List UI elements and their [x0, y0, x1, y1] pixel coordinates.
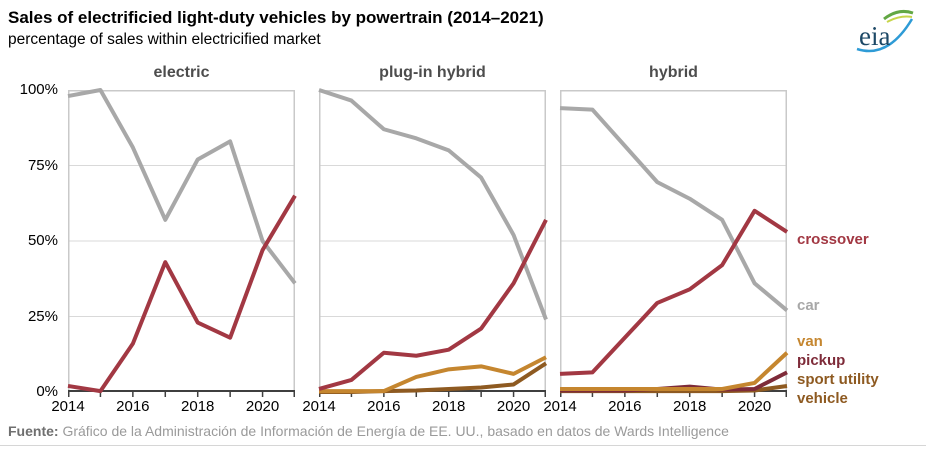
x-tick-label: 2020	[496, 398, 531, 415]
x-tick-label: 2016	[116, 398, 150, 415]
legend-label-pickup: pickup	[797, 352, 846, 369]
y-tick-label: 75%	[27, 156, 58, 174]
panel-hybrid: hybrid 2014 2016 2018 2020	[543, 64, 789, 415]
legend-label-van: van	[797, 333, 823, 350]
panel-title-electric: electric	[153, 64, 210, 81]
x-tick-label: 2014	[302, 398, 336, 415]
x-tick-label: 2014	[543, 398, 577, 415]
x-tick-label: 2016	[367, 398, 401, 415]
x-tick-label: 2014	[51, 398, 85, 415]
legend-label-crossover: crossover	[797, 231, 869, 248]
line-crossover	[318, 218, 548, 391]
panel-title-plug-in-hybrid: plug-in hybrid	[379, 64, 486, 81]
line-crossover	[559, 208, 789, 376]
line-crossover	[67, 194, 297, 394]
y-tick-label: 0%	[36, 383, 58, 400]
x-tick-label: 2016	[608, 398, 642, 415]
line-car	[559, 106, 789, 312]
line-car	[318, 88, 548, 321]
source-text: Gráfico de la Administración de Informac…	[58, 423, 729, 439]
chart-subtitle: percentage of sales within electricified…	[8, 31, 321, 48]
legend-label-car: car	[797, 297, 820, 314]
x-tick-label: 2020	[737, 398, 772, 415]
line-car	[67, 88, 297, 285]
source-label: Fuente:	[8, 423, 59, 439]
panel-electric-plot	[67, 88, 297, 397]
x-tick-label: 2018	[673, 398, 707, 415]
eia-logo-text: eia	[859, 21, 890, 51]
chart-title: Sales of electrificied light-duty vehicl…	[8, 8, 544, 27]
panel-plug-in-hybrid-plot	[318, 88, 548, 397]
panel-electric: electric 2014 2016 2018 2020	[51, 64, 297, 415]
y-tick-label: 25%	[27, 307, 58, 325]
line-van	[560, 351, 789, 391]
y-tick-label: 100%	[19, 81, 58, 98]
x-tick-label: 2018	[432, 398, 466, 415]
source-note: Fuente: Gráfico de la Administración de …	[8, 423, 729, 439]
x-tick-label: 2018	[181, 398, 215, 415]
y-tick-label: 50%	[27, 232, 58, 249]
panel-plug-in-hybrid: plug-in hybrid 2014 2016 2018 2020	[302, 64, 548, 415]
footer-divider	[0, 445, 926, 446]
y-axis-labels: 100% 75% 50% 25% 0%	[0, 81, 62, 400]
eia-logo: eia	[854, 6, 916, 56]
x-tick-label: 2020	[245, 398, 280, 415]
eia-logo-graphic: eia	[856, 10, 914, 53]
panel-title-hybrid: hybrid	[649, 64, 698, 81]
legend-label-sport-utility-vehicle: sport utility vehicle	[797, 371, 879, 407]
panel-hybrid-plot	[559, 90, 789, 397]
line-van	[319, 355, 547, 394]
